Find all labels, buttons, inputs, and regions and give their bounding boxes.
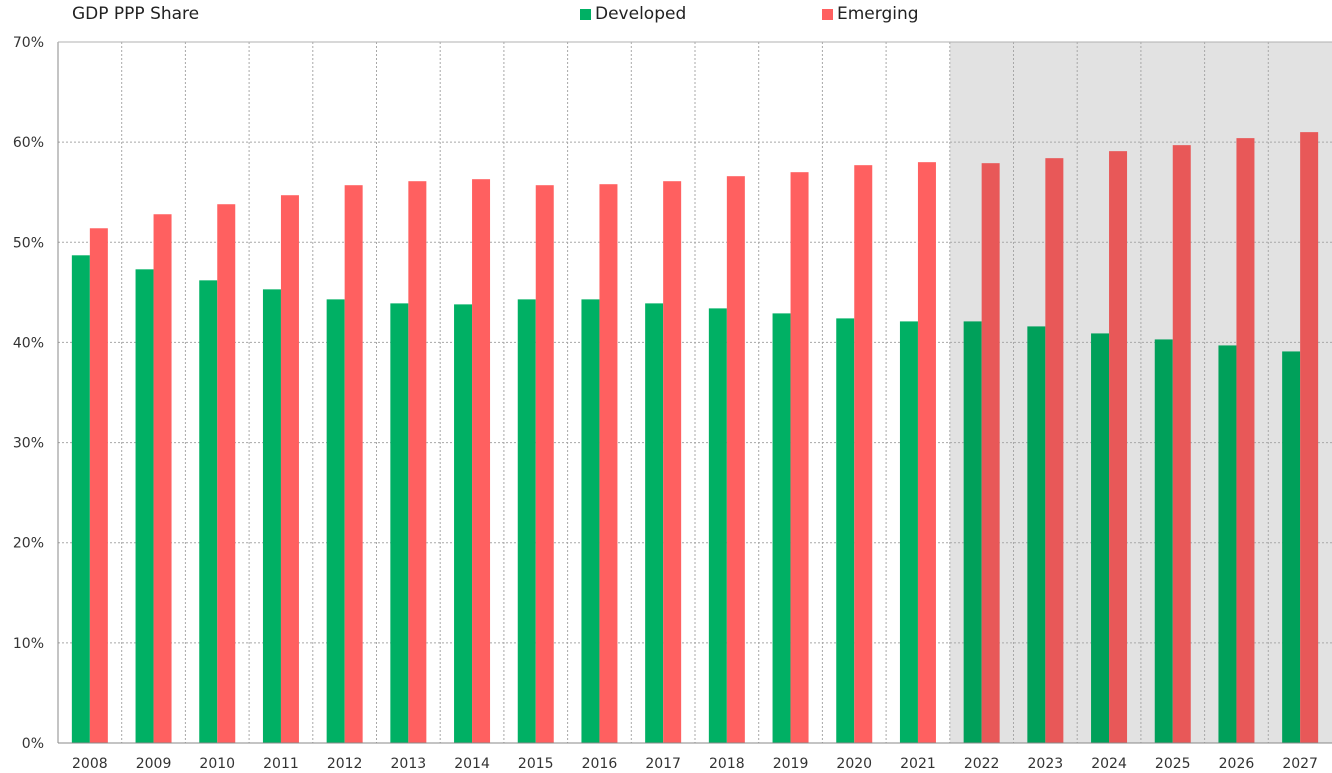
x-tick-label: 2023 xyxy=(1028,756,1064,772)
x-tick-label: 2014 xyxy=(454,756,490,772)
x-tick-label: 2024 xyxy=(1091,756,1127,772)
x-tick-label: 2026 xyxy=(1219,756,1255,772)
y-tick-label: 0% xyxy=(22,736,44,752)
y-tick-label: 60% xyxy=(13,135,44,151)
bar-developed xyxy=(963,321,982,743)
bar-developed xyxy=(390,303,409,743)
bar-developed xyxy=(199,280,218,743)
bar-emerging xyxy=(535,185,554,743)
x-tick-label: 2018 xyxy=(709,756,745,772)
x-tick-label: 2017 xyxy=(645,756,681,772)
bar-emerging xyxy=(663,181,682,743)
bar-emerging xyxy=(726,176,745,744)
x-tick-label: 2012 xyxy=(327,756,363,772)
legend-label-developed: Developed xyxy=(595,4,687,24)
bar-emerging xyxy=(153,214,172,743)
bar-emerging xyxy=(1109,151,1128,744)
x-tick-label: 2016 xyxy=(582,756,618,772)
x-tick-label: 2013 xyxy=(391,756,427,772)
bar-developed xyxy=(772,313,791,743)
bar-developed xyxy=(1218,345,1237,743)
legend-item-developed: Developed xyxy=(580,4,686,24)
chart-title: GDP PPP Share xyxy=(72,4,200,24)
bar-emerging xyxy=(1236,138,1255,743)
y-tick-label: 10% xyxy=(13,636,44,652)
bar-emerging xyxy=(344,185,363,743)
y-tick-label: 40% xyxy=(13,335,44,351)
x-tick-label: 2025 xyxy=(1155,756,1191,772)
bar-developed xyxy=(1282,351,1301,743)
bar-emerging xyxy=(854,165,873,743)
bar-emerging xyxy=(217,204,236,743)
x-tick-label: 2020 xyxy=(836,756,872,772)
bar-emerging xyxy=(408,181,427,743)
x-tick-label: 2015 xyxy=(518,756,554,772)
y-tick-label: 50% xyxy=(13,235,44,251)
bar-developed xyxy=(581,299,600,743)
y-tick-label: 30% xyxy=(13,436,44,452)
bar-developed xyxy=(1154,339,1173,743)
bar-developed xyxy=(71,255,90,743)
bar-developed xyxy=(899,321,918,743)
bar-emerging xyxy=(280,195,299,743)
bar-emerging xyxy=(790,172,809,743)
bar-emerging xyxy=(1045,158,1064,743)
x-tick-label: 2019 xyxy=(773,756,809,772)
y-tick-label: 70% xyxy=(13,35,44,51)
legend-label-emerging: Emerging xyxy=(837,4,919,24)
bar-emerging xyxy=(1172,145,1191,743)
bar-developed xyxy=(262,289,281,743)
bar-developed xyxy=(454,304,473,743)
x-tick-label: 2010 xyxy=(199,756,235,772)
x-tick-label: 2027 xyxy=(1282,756,1318,772)
y-tick-label: 20% xyxy=(13,536,44,552)
bar-developed xyxy=(517,299,536,743)
bar-developed xyxy=(135,269,154,743)
x-tick-label: 2009 xyxy=(136,756,172,772)
bar-developed xyxy=(1091,333,1110,743)
x-tick-label: 2011 xyxy=(263,756,299,772)
legend-item-emerging: Emerging xyxy=(822,4,919,24)
bar-developed xyxy=(326,299,345,743)
bar-emerging xyxy=(1300,132,1319,744)
bar-emerging xyxy=(89,228,108,743)
bar-emerging xyxy=(917,162,936,743)
x-tick-label: 2008 xyxy=(72,756,108,772)
legend-swatch-developed xyxy=(580,8,591,20)
x-tick-label: 2021 xyxy=(900,756,936,772)
x-tick-label: 2022 xyxy=(964,756,1000,772)
bar-emerging xyxy=(981,163,1000,743)
bar-developed xyxy=(1027,326,1046,743)
legend-swatch-emerging xyxy=(822,8,833,20)
bar-emerging xyxy=(472,179,491,744)
bar-developed xyxy=(836,318,855,743)
bar-developed xyxy=(645,303,664,743)
bar-emerging xyxy=(599,184,618,743)
bar-developed xyxy=(708,308,727,743)
